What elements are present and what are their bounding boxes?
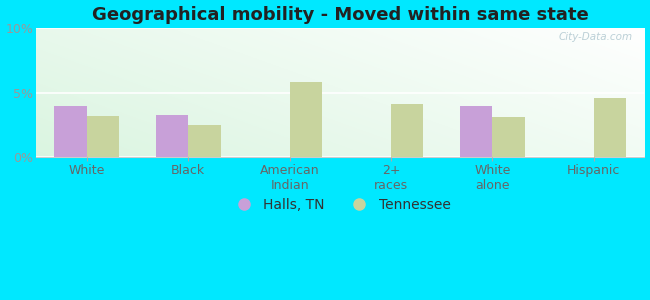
- Legend: Halls, TN, Tennessee: Halls, TN, Tennessee: [224, 193, 456, 217]
- Bar: [87, 116, 120, 157]
- Bar: [391, 104, 423, 157]
- Bar: [156, 115, 188, 157]
- Bar: [493, 117, 525, 157]
- Bar: [188, 125, 221, 157]
- Title: Geographical mobility - Moved within same state: Geographical mobility - Moved within sam…: [92, 6, 589, 24]
- Bar: [55, 106, 87, 157]
- Bar: [460, 106, 493, 157]
- Bar: [290, 82, 322, 157]
- Text: City-Data.com: City-Data.com: [558, 32, 632, 42]
- Bar: [593, 98, 626, 157]
